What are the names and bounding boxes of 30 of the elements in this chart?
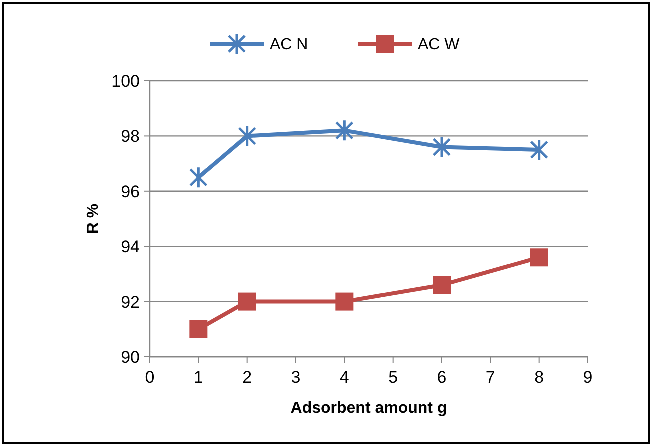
y-axis-title: R % <box>85 204 102 234</box>
point <box>336 292 354 311</box>
x-tick-label: 5 <box>388 368 398 387</box>
point <box>190 320 208 338</box>
x-tick-label: 6 <box>437 368 447 387</box>
point <box>238 124 257 148</box>
x-axis-title: Adsorbent amount g <box>290 400 448 417</box>
point <box>335 119 354 142</box>
y-tick-label: 92 <box>121 292 140 312</box>
point <box>530 248 548 267</box>
point <box>432 136 452 158</box>
y-tick-label: 98 <box>121 127 140 146</box>
x-tick-label: 4 <box>340 368 350 387</box>
x-tick-label: 8 <box>534 368 544 387</box>
x-tick-label: 2 <box>242 368 252 387</box>
x-tick-label: 3 <box>291 368 301 387</box>
y-tick-label: 96 <box>121 182 140 202</box>
y-tick-label: 90 <box>121 348 140 367</box>
x-tick-label: 1 <box>194 368 204 387</box>
point <box>189 166 208 189</box>
point <box>433 276 451 294</box>
y-tick-label: 94 <box>121 238 140 257</box>
point <box>530 138 549 162</box>
x-tick-label: 9 <box>583 368 593 387</box>
point <box>238 292 256 311</box>
x-tick-label: 7 <box>486 368 496 387</box>
y-tick-label: 100 <box>112 72 140 91</box>
x-tick-label: 0 <box>145 368 155 387</box>
legend-label: AC W <box>418 36 461 54</box>
legend-label: AC N <box>270 36 308 54</box>
